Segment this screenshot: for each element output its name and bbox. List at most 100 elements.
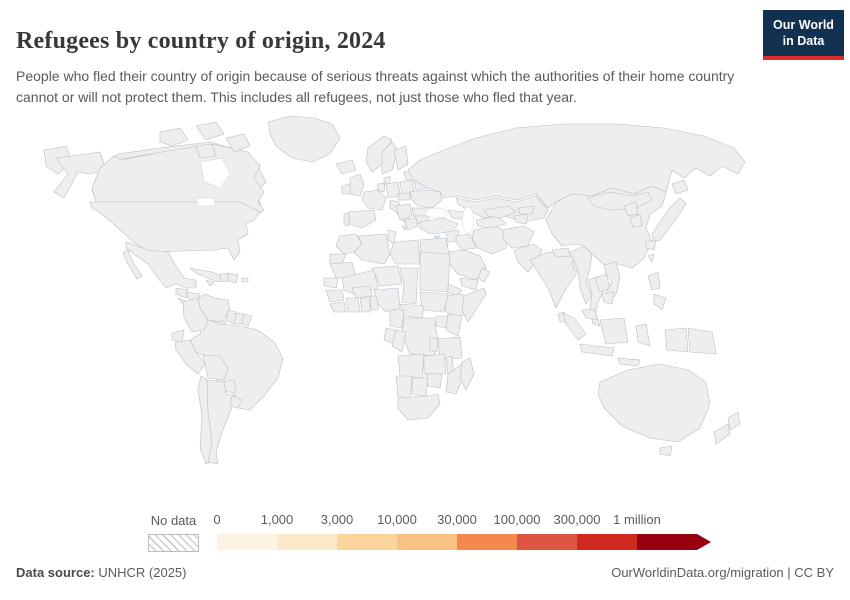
country-finland[interactable] [393,145,409,171]
country-madagascar[interactable] [459,357,475,391]
country-libya[interactable] [389,239,421,265]
country-somalia[interactable] [461,287,487,323]
country-kyrgyzstan[interactable] [517,205,535,215]
country-cambodia[interactable] [601,291,615,305]
country-senegal[interactable] [323,277,339,289]
country-uzbekistan[interactable] [483,205,517,219]
country-iran[interactable] [471,225,509,255]
country-new-zealand-south[interactable] [713,423,731,445]
license-link[interactable]: OurWorldinData.org/migration | CC BY [611,565,834,580]
country-australia-tasmania[interactable] [659,445,673,457]
country-puerto-rico[interactable] [241,277,249,283]
country-france[interactable] [361,189,387,211]
country-taiwan[interactable] [647,253,655,263]
country-ivory-coast[interactable] [345,297,361,313]
country-afghanistan[interactable] [501,225,535,249]
country-guinea[interactable] [325,289,345,303]
country-zambia[interactable] [423,353,447,375]
country-namibia[interactable] [395,375,413,401]
country-south-korea[interactable] [629,213,643,228]
country-indonesia-borneo[interactable] [599,317,629,345]
country-angola[interactable] [397,353,425,379]
country-philippines-mindanao[interactable] [653,293,667,311]
country-canada-arctic-4[interactable] [195,143,217,159]
country-indonesia-papua[interactable] [664,327,689,353]
country-new-zealand-north[interactable] [727,411,741,431]
country-rwanda-burundi[interactable] [429,337,439,353]
country-united-kingdom[interactable] [349,173,365,197]
country-argentina[interactable] [206,379,237,465]
country-haiti[interactable] [219,272,229,283]
country-dominican-republic[interactable] [227,272,239,284]
country-indonesia-sulawesi[interactable] [635,323,651,347]
country-sudan[interactable] [419,251,451,293]
country-mexico[interactable] [125,241,197,289]
country-togo-benin[interactable] [369,295,379,311]
legend-bin-3[interactable]: 10,000 [377,512,457,550]
legend-bin-4[interactable]: 30,000 [437,512,517,550]
country-papua-new-guinea[interactable] [687,327,717,355]
legend-bin-6[interactable]: 300,000 [554,512,637,550]
country-philippines-luzon[interactable] [647,271,661,291]
country-australia[interactable] [597,363,711,443]
country-niger[interactable] [371,265,403,287]
country-indonesia-java[interactable] [579,343,615,357]
country-jamaica[interactable] [205,279,215,287]
legend-bin-5[interactable]: 100,000 [494,512,577,550]
country-french-guiana[interactable] [241,313,253,327]
country-portugal[interactable] [343,212,350,227]
country-india[interactable] [529,251,581,309]
country-canada-arctic-3[interactable] [225,133,251,153]
country-united-states[interactable] [89,201,261,261]
country-greece[interactable] [403,217,419,231]
country-yemen[interactable] [459,277,479,291]
country-canada-arctic-1[interactable] [159,127,189,147]
country-zimbabwe[interactable] [425,373,443,389]
country-peru[interactable] [174,339,206,375]
country-south-africa[interactable] [397,393,441,421]
country-cyprus[interactable] [433,235,441,240]
country-canada-arctic-2[interactable] [195,121,225,141]
country-sierra-leone-liberia[interactable] [329,301,347,313]
country-congo[interactable] [391,329,407,353]
country-chad[interactable] [399,267,419,305]
country-netherlands-belgium[interactable] [376,182,386,193]
country-bolivia[interactable] [202,354,229,381]
country-botswana[interactable] [411,377,429,397]
country-malaysia[interactable] [581,308,599,321]
country-cameroon[interactable] [389,309,405,329]
country-spain[interactable] [347,209,377,229]
legend-bin-1[interactable]: 1,000 [261,512,337,550]
country-ireland[interactable] [341,183,351,195]
country-greenland[interactable] [267,115,341,163]
country-myanmar[interactable] [569,245,593,305]
country-nepal[interactable] [551,247,571,258]
owid-logo[interactable]: Our World in Data [763,10,844,60]
country-indonesia-lesser-sunda[interactable] [617,357,641,367]
country-mexico-baja[interactable] [122,249,143,280]
legend-no-data-swatch[interactable]: No data [148,513,199,552]
legend-bin-2[interactable]: 3,000 [321,512,397,550]
country-tajikistan[interactable] [513,213,529,225]
country-ghana[interactable] [359,297,371,313]
country-indonesia-sumatra[interactable] [562,312,587,341]
country-guatemala[interactable] [175,287,189,299]
country-iraq[interactable] [455,233,477,251]
country-iceland[interactable] [335,159,357,175]
country-kenya[interactable] [445,313,463,337]
country-ecuador[interactable] [171,329,185,343]
country-burkina-faso[interactable] [351,285,373,299]
country-oman[interactable] [477,267,491,283]
country-alaska[interactable] [53,151,107,199]
country-algeria[interactable] [353,233,391,265]
country-ukraine[interactable] [409,189,443,209]
country-north-korea[interactable] [623,201,639,217]
country-turkmenistan[interactable] [475,215,507,229]
legend-bin-7[interactable]: 1 million [613,512,697,550]
country-colombia[interactable] [182,297,209,333]
country-balkans[interactable] [395,203,413,221]
country-uruguay[interactable] [229,395,243,409]
country-japan-hokkaido[interactable] [671,179,689,195]
country-south-sudan[interactable] [419,291,449,313]
country-japan-kyushu[interactable] [645,239,657,251]
